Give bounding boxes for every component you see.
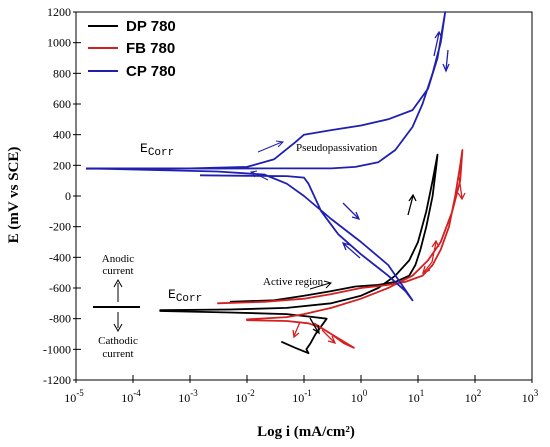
legend-label-cp780: CP 780 <box>126 63 176 80</box>
pseudopassivation-label: Pseudopassivation <box>296 142 378 154</box>
y-tick-label: 0 <box>65 189 71 203</box>
y-tick-label: -600 <box>49 281 71 295</box>
legend-label-dp780: DP 780 <box>126 18 176 35</box>
x-tick-label: 10-4 <box>121 388 141 405</box>
series-layer <box>85 11 464 355</box>
x-tick-label: 101 <box>408 388 425 405</box>
direction-arrow <box>257 140 285 153</box>
direction-arrow <box>250 170 269 181</box>
x-tick-label: 103 <box>522 388 539 405</box>
x-tick-label: 10-2 <box>235 388 255 405</box>
active-region-label: Active region <box>263 276 324 288</box>
x-tick-label: 102 <box>465 388 482 405</box>
ecorr-bottom-label: ECorr <box>168 287 202 305</box>
direction-arrow <box>321 329 337 345</box>
y-axis-title: E (mV vs SCE) <box>6 147 22 244</box>
direction-arrow <box>421 261 433 275</box>
anodic-label-1: Anodic <box>102 253 135 265</box>
y-tick-label: -1200 <box>43 373 71 387</box>
y-tick-label: 1000 <box>47 36 71 50</box>
anodic-label-2: current <box>102 265 133 277</box>
anodic-arrow-head <box>113 278 123 288</box>
direction-arrow <box>431 239 440 263</box>
y-tick-label: -200 <box>49 220 71 234</box>
direction-arrow <box>341 241 361 259</box>
direction-arrow <box>442 49 450 73</box>
x-tick-label: 100 <box>351 388 368 405</box>
y-tick-label: 600 <box>53 97 71 111</box>
direction-arrow <box>309 280 332 290</box>
y-tick-label: 400 <box>53 128 71 142</box>
y-tick-label: 200 <box>53 158 71 172</box>
direction-arrow <box>292 321 301 339</box>
legend: DP 780 FB 780 CP 780 <box>88 18 176 80</box>
cathodic-label-1: Cathodic <box>98 335 138 347</box>
y-tick-label: -800 <box>49 312 71 326</box>
y-tick-label: 1200 <box>47 5 71 19</box>
series-line-2 <box>85 11 447 170</box>
cathodic-label-2: current <box>102 348 133 360</box>
direction-arrow <box>342 202 361 221</box>
series-line-3 <box>85 167 414 302</box>
direction-arrow <box>457 176 466 201</box>
x-tick-label: 10-5 <box>64 388 84 405</box>
direction-arrow <box>309 317 320 335</box>
x-tick-label: 10-3 <box>178 388 198 405</box>
annotations: ECorr ECorr Pseudopassivation Active reg… <box>93 30 466 360</box>
y-tick-label: 800 <box>53 66 71 80</box>
direction-arrow <box>433 30 443 57</box>
x-axis-title: Log i (mA/cm²) <box>257 424 355 440</box>
series-line-1 <box>217 149 464 349</box>
y-tick-label: -1000 <box>43 342 71 356</box>
ticks-layer: -1200 -1000 -800 -600 -400 -200 0 200 400 600 800 1… <box>43 5 539 405</box>
cathodic-arrow-head <box>113 323 123 333</box>
direction-arrow <box>407 193 417 216</box>
ecorr-top-label: ECorr <box>140 141 174 159</box>
legend-label-fb780: FB 780 <box>126 40 175 57</box>
y-tick-label: -400 <box>49 250 71 264</box>
x-tick-label: 10-1 <box>292 388 312 405</box>
